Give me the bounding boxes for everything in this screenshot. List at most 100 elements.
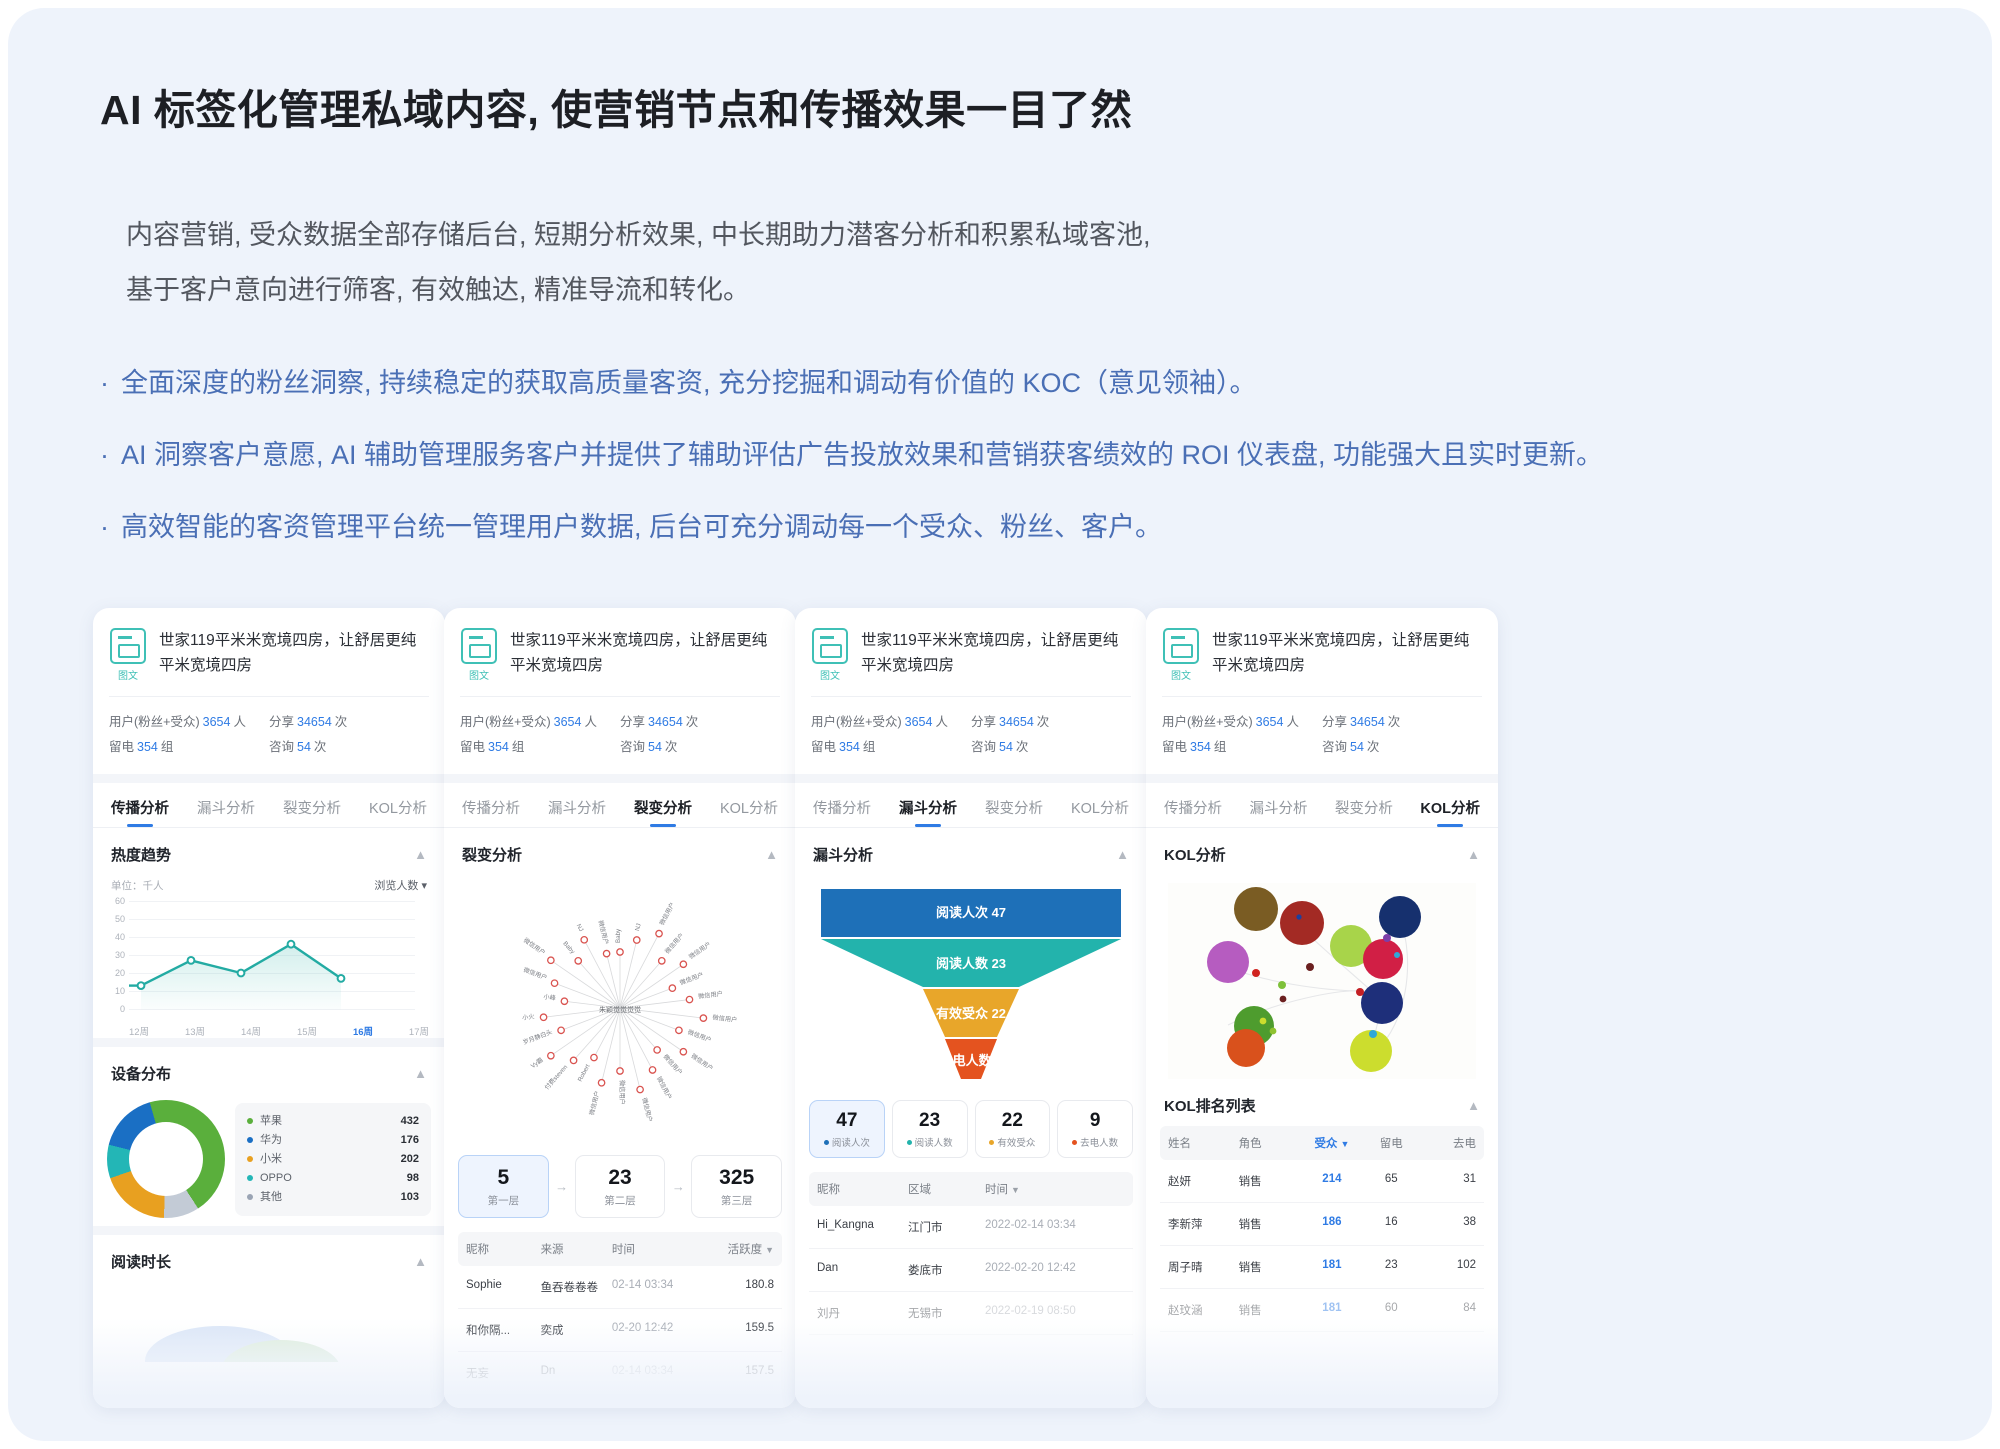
cell-audience: 214	[1322, 1173, 1342, 1185]
col-nickname[interactable]: 昵称	[817, 1184, 840, 1196]
heat-trend-line-chart: 60 50 40 30 20 10 0	[93, 896, 445, 1038]
col-time[interactable]: 时间	[611, 1244, 635, 1256]
graph-node-label: 微信用户	[522, 966, 548, 982]
graph-node-label: 微信用户	[663, 932, 685, 956]
stat-shares: 分享 34654 次	[971, 715, 1050, 729]
chevron-up-icon[interactable]: ▲	[414, 1254, 427, 1269]
pill-valid-audience[interactable]: 22 有效受众	[974, 1100, 1051, 1158]
tab-fission-analysis[interactable]: 裂变分析	[282, 801, 341, 817]
tab-fission-analysis[interactable]: 裂变分析	[984, 801, 1043, 817]
lead-line-2: 基于客户意向进行筛客, 有效触达, 精准导流和转化。	[126, 275, 751, 305]
stat-phone: 留电 354 组	[811, 740, 876, 754]
section-title: 热度趋势	[111, 847, 172, 864]
layer-label: 第一层	[487, 1195, 520, 1207]
layer-step-3[interactable]: 325 第三层	[691, 1155, 783, 1218]
fission-layer-steps[interactable]: 5 第一层 → 23 第二层 → 325 第三层	[444, 1145, 796, 1232]
table-row[interactable]: 赵妍 销售 214 65 31	[1160, 1160, 1484, 1203]
layer-step-1[interactable]: 5 第一层	[458, 1155, 549, 1218]
funnel-segment-3	[923, 989, 1019, 1037]
col-outbound[interactable]: 去电	[1453, 1138, 1477, 1150]
col-time[interactable]: 时间 ▼	[985, 1184, 1020, 1196]
graph-node	[668, 984, 677, 992]
pill-read-views[interactable]: 47 阅读人次	[809, 1100, 885, 1158]
legend-swatch-other	[247, 1194, 253, 1200]
col-nickname[interactable]: 昵称	[466, 1244, 489, 1256]
graph-node-label: Robert	[577, 1063, 592, 1083]
chevron-up-icon[interactable]: ▲	[1467, 847, 1480, 862]
donut-chart	[107, 1100, 225, 1218]
legend-label: OPPO	[260, 1171, 292, 1184]
section-header-device-dist[interactable]: 设备分布 ▲	[93, 1047, 445, 1094]
cell-outbound: 84	[1463, 1302, 1477, 1314]
table-row[interactable]: 李新萍 销售 186 16 38	[1160, 1203, 1484, 1246]
pill-dot-icon	[906, 1140, 912, 1145]
bullet-item-3: · 高效智能的客资管理平台统一管理用户数据, 后台可充分调动每一个受众、粉丝、客…	[100, 510, 1930, 544]
section-header-fission[interactable]: 裂变分析 ▲	[444, 828, 796, 875]
pill-outbound-calls[interactable]: 9 去电人数	[1057, 1100, 1133, 1158]
section-header-heat-trend[interactable]: 热度趋势 ▲	[93, 828, 445, 875]
funnel-stat-pills[interactable]: 47 阅读人次 23 阅读人数 22 有效受众 9 去电人数	[795, 1090, 1147, 1172]
graph-node	[699, 1014, 708, 1022]
tab-kol-analysis[interactable]: KOL分析	[719, 801, 778, 817]
tab-spread-analysis[interactable]: 传播分析	[462, 801, 520, 817]
analysis-tabs[interactable]: 传播分析 漏斗分析 裂变分析 KOL分析	[1146, 774, 1498, 827]
table-row[interactable]: Sophie 鱼吞卷卷卷 02-14 03:34 180.8	[458, 1266, 782, 1309]
table-header-row: 昵称 区域 时间 ▼	[809, 1172, 1133, 1206]
layer-step-2[interactable]: 23 第二层	[574, 1155, 666, 1218]
tab-funnel-analysis[interactable]: 漏斗分析	[547, 801, 606, 817]
tab-spread-analysis[interactable]: 传播分析	[813, 801, 871, 817]
cell-name: 赵妍	[1168, 1176, 1191, 1188]
cell-role: 销售	[1238, 1305, 1262, 1317]
section-header-kol-ranking[interactable]: KOL排名列表 ▲	[1146, 1079, 1498, 1126]
col-name[interactable]: 姓名	[1168, 1138, 1191, 1150]
chevron-up-icon[interactable]: ▲	[414, 847, 427, 862]
tab-kol-analysis[interactable]: KOL分析	[368, 801, 427, 817]
tab-fission-analysis[interactable]: 裂变分析	[1334, 801, 1393, 817]
app-screenshot-card-1: 图文 世家119平米米宽境四房，让舒居更纯平米宽境四房 用户(粉丝+受众) 365…	[93, 608, 445, 1408]
section-header-kol[interactable]: KOL分析 ▲	[1146, 828, 1498, 875]
analysis-tabs[interactable]: 传播分析 漏斗分析 裂变分析 KOL分析	[444, 774, 796, 827]
col-phone-left[interactable]: 留电	[1379, 1138, 1403, 1150]
layer-label: 第二层	[604, 1195, 636, 1207]
table-row[interactable]: Hi_Kangna 江门市 2022-02-14 03:34	[809, 1206, 1133, 1249]
funnel-svg: 阅读人次 47 阅读人数 23 有效受众 22 去电人数 9	[821, 889, 1121, 1079]
graph-node-label: Baby	[615, 928, 622, 943]
tab-spread-analysis[interactable]: 传播分析	[111, 797, 169, 827]
section-header-reading-time[interactable]: 阅读时长 ▲	[93, 1235, 445, 1282]
col-audience[interactable]: 受众 ▼	[1314, 1138, 1350, 1150]
table-row[interactable]: 周子晴 销售 181 23 102	[1160, 1246, 1484, 1289]
section-header-funnel[interactable]: 漏斗分析 ▲	[795, 828, 1147, 875]
layer-count: 5	[497, 1166, 510, 1189]
tab-funnel-analysis[interactable]: 漏斗分析	[899, 797, 957, 827]
tab-spread-analysis[interactable]: 传播分析	[1164, 801, 1222, 817]
chevron-up-icon[interactable]: ▲	[1467, 1098, 1480, 1113]
section-title: 设备分布	[111, 1066, 172, 1083]
graph-node	[648, 1066, 657, 1074]
col-role[interactable]: 角色	[1238, 1138, 1262, 1150]
graph-node-label: 岁月静白头	[522, 1028, 554, 1046]
analysis-tabs[interactable]: 传播分析 漏斗分析 裂变分析 KOL分析	[93, 774, 445, 827]
tab-funnel-analysis[interactable]: 漏斗分析	[196, 801, 255, 817]
pill-read-users[interactable]: 23 阅读人数	[891, 1100, 968, 1158]
col-source[interactable]: 来源	[540, 1244, 564, 1256]
bubble	[1227, 1029, 1265, 1067]
graph-node	[675, 1026, 683, 1035]
col-activity[interactable]: 活跃度 ▼	[727, 1244, 774, 1256]
tab-fission-analysis[interactable]: 裂变分析	[634, 797, 692, 827]
legend-value: 98	[406, 1171, 419, 1184]
chevron-up-icon[interactable]: ▲	[414, 1066, 427, 1081]
tab-funnel-analysis[interactable]: 漏斗分析	[1249, 801, 1308, 817]
table-row[interactable]: Dan 娄底市 2022-02-20 12:42	[809, 1249, 1133, 1292]
analysis-tabs[interactable]: 传播分析 漏斗分析 裂变分析 KOL分析	[795, 774, 1147, 827]
layer-label: 第三层	[720, 1195, 753, 1207]
chevron-up-icon[interactable]: ▲	[765, 847, 778, 862]
chevron-up-icon[interactable]: ▲	[1116, 847, 1129, 862]
line-chart-svg	[129, 901, 415, 1010]
graph-node-label: 微信用户	[640, 1097, 654, 1123]
series-select[interactable]: 浏览人数 ▾	[374, 877, 427, 893]
thumbnail-caption: 图文	[820, 671, 840, 682]
cell-role: 销售	[1238, 1219, 1262, 1231]
tab-kol-analysis[interactable]: KOL分析	[1070, 801, 1129, 817]
tab-kol-analysis[interactable]: KOL分析	[1420, 797, 1480, 827]
col-region[interactable]: 区域	[908, 1184, 931, 1196]
